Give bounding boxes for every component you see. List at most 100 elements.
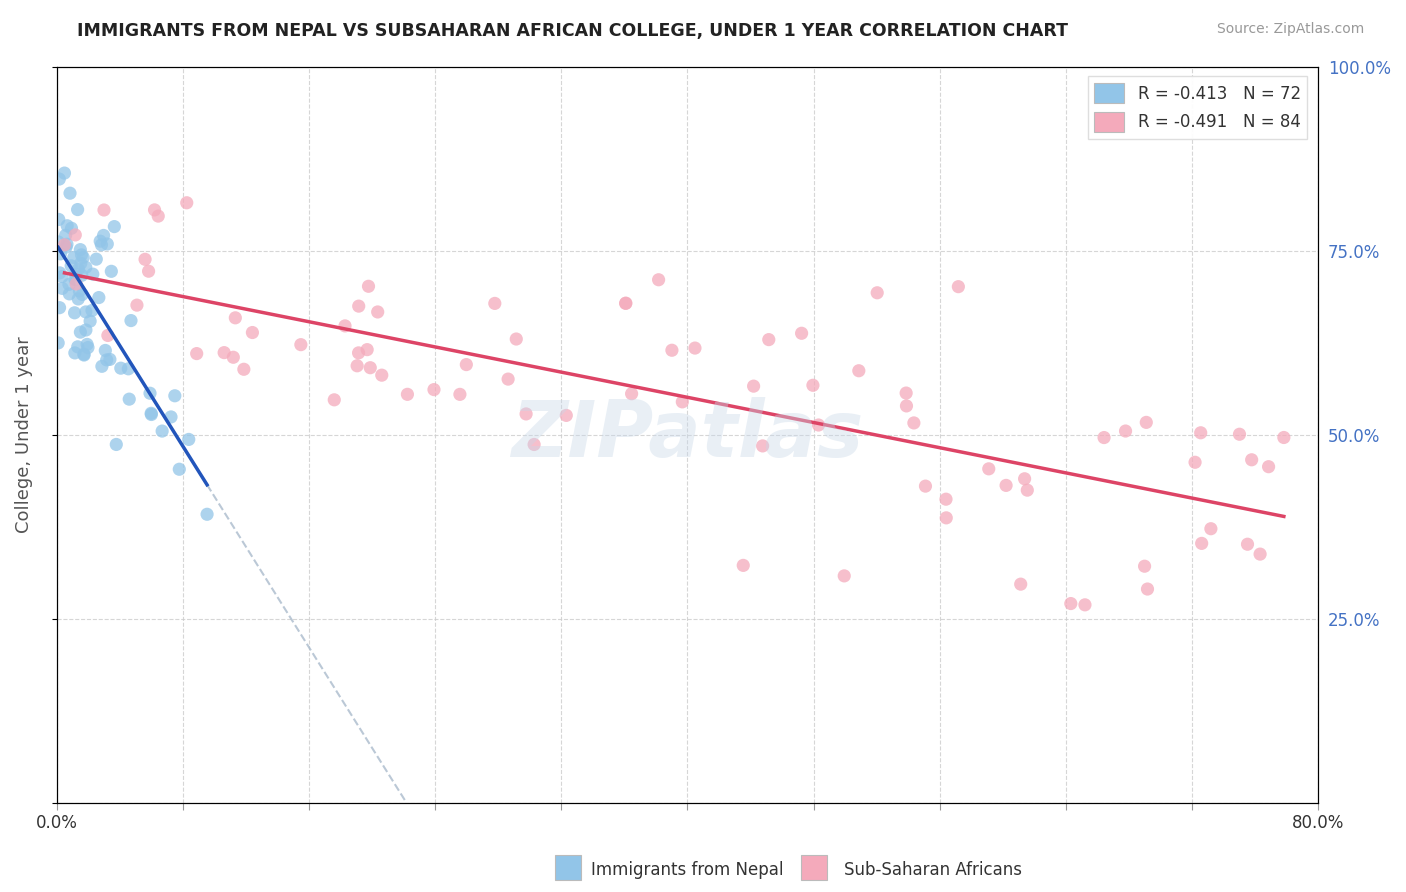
- Bar: [801, 855, 827, 880]
- Point: [65, 227, 87, 242]
- Point: [620, 386, 643, 401]
- Point: [48, 172, 70, 186]
- Point: [70, 287, 93, 301]
- Point: [48, 301, 70, 315]
- Point: [1229, 427, 1251, 442]
- Point: [141, 406, 163, 420]
- Point: [484, 296, 506, 310]
- Point: [496, 372, 519, 386]
- Point: [103, 219, 125, 234]
- Point: [1189, 425, 1212, 440]
- Point: [67, 262, 90, 277]
- Point: [94, 343, 117, 358]
- Point: [118, 392, 141, 406]
- Point: [224, 310, 246, 325]
- Point: [79, 314, 101, 328]
- Point: [58, 277, 80, 292]
- Point: [63, 272, 86, 286]
- Point: [733, 558, 755, 573]
- Point: [46, 335, 69, 350]
- Point: [1199, 522, 1222, 536]
- Point: [73, 348, 96, 362]
- Point: [58, 286, 80, 301]
- Point: [742, 379, 765, 393]
- Point: [56, 237, 79, 252]
- Text: Sub-Saharan Africans: Sub-Saharan Africans: [844, 861, 1022, 879]
- Point: [55, 240, 77, 254]
- Point: [186, 346, 208, 360]
- Point: [423, 383, 446, 397]
- Point: [53, 166, 76, 180]
- Point: [1092, 431, 1115, 445]
- Point: [242, 326, 264, 340]
- Point: [1240, 452, 1263, 467]
- Point: [117, 361, 139, 376]
- Point: [177, 433, 200, 447]
- Point: [110, 361, 132, 376]
- Bar: [555, 855, 581, 880]
- Point: [80, 303, 103, 318]
- Point: [70, 268, 93, 283]
- Point: [49, 247, 72, 261]
- Point: [63, 346, 86, 360]
- Point: [357, 279, 380, 293]
- Point: [48, 212, 70, 227]
- Legend: R = -0.413   N = 72, R = -0.491   N = 84: R = -0.413 N = 72, R = -0.491 N = 84: [1088, 77, 1308, 139]
- Point: [1115, 424, 1137, 438]
- Point: [73, 347, 96, 361]
- Point: [683, 341, 706, 355]
- Point: [87, 291, 110, 305]
- Point: [120, 313, 142, 327]
- Point: [1133, 559, 1156, 574]
- Point: [75, 323, 97, 337]
- Point: [98, 352, 121, 367]
- Point: [449, 387, 471, 401]
- Point: [515, 407, 537, 421]
- Point: [356, 343, 378, 357]
- Point: [1249, 547, 1271, 561]
- Point: [1074, 598, 1097, 612]
- Point: [212, 345, 235, 359]
- Point: [896, 399, 918, 413]
- Point: [141, 408, 163, 422]
- Point: [105, 437, 128, 451]
- Text: Immigrants from Nepal: Immigrants from Nepal: [591, 861, 783, 879]
- Point: [97, 328, 120, 343]
- Point: [96, 237, 118, 252]
- Point: [76, 337, 98, 351]
- Point: [555, 409, 578, 423]
- Y-axis label: College, Under 1 year: College, Under 1 year: [15, 336, 32, 533]
- Point: [1135, 416, 1157, 430]
- Point: [367, 305, 389, 319]
- Point: [139, 386, 162, 401]
- Point: [69, 243, 91, 257]
- Point: [56, 219, 79, 233]
- Point: [866, 285, 889, 300]
- Point: [1060, 597, 1083, 611]
- Point: [1014, 472, 1036, 486]
- Point: [169, 462, 191, 476]
- Point: [53, 237, 76, 252]
- Text: IMMIGRANTS FROM NEPAL VS SUBSAHARAN AFRICAN COLLEGE, UNDER 1 YEAR CORRELATION CH: IMMIGRANTS FROM NEPAL VS SUBSAHARAN AFRI…: [77, 22, 1069, 40]
- Point: [60, 259, 83, 273]
- Point: [63, 306, 86, 320]
- Point: [807, 417, 830, 432]
- Point: [90, 237, 112, 252]
- Point: [66, 202, 89, 217]
- Point: [93, 202, 115, 217]
- Point: [62, 251, 84, 265]
- Point: [90, 359, 112, 374]
- Point: [138, 264, 160, 278]
- Text: ZIPatlas: ZIPatlas: [512, 397, 863, 473]
- Point: [96, 352, 118, 367]
- Point: [89, 234, 111, 248]
- Point: [125, 298, 148, 312]
- Point: [143, 202, 166, 217]
- Point: [55, 228, 77, 243]
- Point: [77, 341, 100, 355]
- Point: [163, 389, 186, 403]
- Point: [1010, 577, 1032, 591]
- Point: [222, 351, 245, 365]
- Point: [751, 439, 773, 453]
- Point: [1017, 483, 1039, 497]
